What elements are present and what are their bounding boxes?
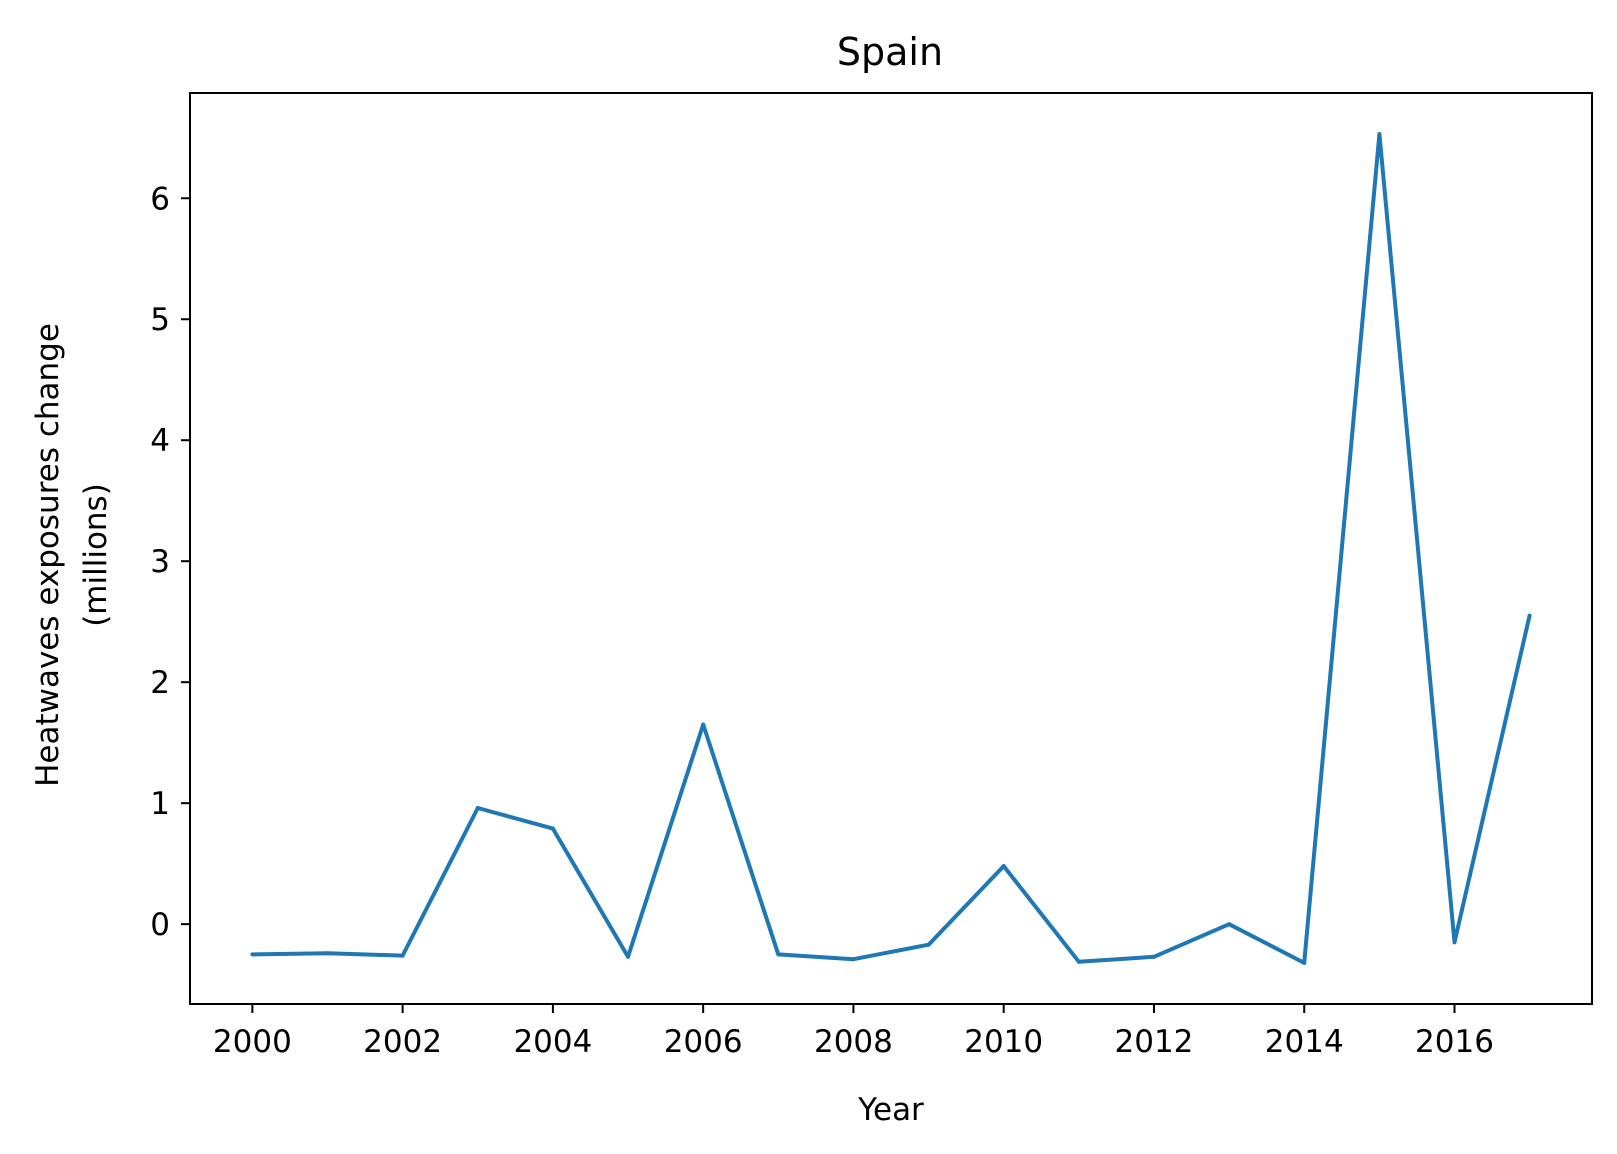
y-tick-label: 4 bbox=[150, 423, 170, 459]
y-tick-label: 5 bbox=[150, 302, 170, 338]
data-point bbox=[1452, 940, 1457, 945]
x-axis-label: Year bbox=[857, 1092, 924, 1128]
y-tick-label: 3 bbox=[150, 544, 170, 580]
series-line bbox=[252, 132, 1532, 965]
y-tick-label: 0 bbox=[150, 907, 170, 943]
data-point bbox=[1076, 959, 1081, 964]
data-point bbox=[701, 722, 706, 727]
x-tick-label: 2004 bbox=[513, 1024, 592, 1060]
y-axis-ticks: 0 1 2 3 4 5 6 bbox=[150, 181, 190, 943]
x-tick-label: 2012 bbox=[1115, 1024, 1194, 1060]
data-point bbox=[1152, 954, 1156, 959]
y-axis-label-line-2: (millions) bbox=[78, 483, 114, 627]
data-point bbox=[1377, 132, 1382, 137]
chart-title: Spain bbox=[837, 30, 943, 74]
x-axis-ticks: 2000 2002 2004 2006 2008 2010 2012 2014 2016 bbox=[213, 1004, 1494, 1060]
y-tick-label: 2 bbox=[150, 665, 170, 701]
y-axis-label-line-1: Heatwaves exposures change bbox=[30, 323, 66, 787]
data-point bbox=[1527, 613, 1532, 618]
x-tick-label: 2002 bbox=[363, 1024, 442, 1060]
data-point bbox=[325, 951, 330, 956]
data-point bbox=[1227, 922, 1232, 927]
data-point bbox=[926, 942, 931, 947]
y-tick-label: 6 bbox=[150, 181, 170, 217]
data-point bbox=[1001, 864, 1006, 869]
x-tick-label: 2008 bbox=[814, 1024, 893, 1060]
data-point bbox=[550, 826, 555, 831]
y-axis-label: Heatwaves exposures change (millions) bbox=[30, 323, 114, 787]
plot-frame bbox=[189, 92, 1593, 1005]
data-point bbox=[400, 953, 405, 958]
data-point bbox=[1302, 960, 1307, 965]
data-point bbox=[475, 806, 480, 810]
x-tick-label: 2016 bbox=[1415, 1024, 1494, 1060]
data-point bbox=[776, 952, 781, 957]
plot-series bbox=[250, 132, 1532, 965]
x-tick-label: 2000 bbox=[213, 1024, 292, 1060]
x-tick-label: 2014 bbox=[1265, 1024, 1344, 1060]
data-point bbox=[250, 952, 255, 957]
x-tick-label: 2006 bbox=[664, 1024, 743, 1060]
x-tick-label: 2010 bbox=[964, 1024, 1043, 1060]
data-point bbox=[851, 957, 856, 962]
data-point bbox=[626, 954, 630, 959]
y-tick-label: 1 bbox=[150, 786, 170, 822]
